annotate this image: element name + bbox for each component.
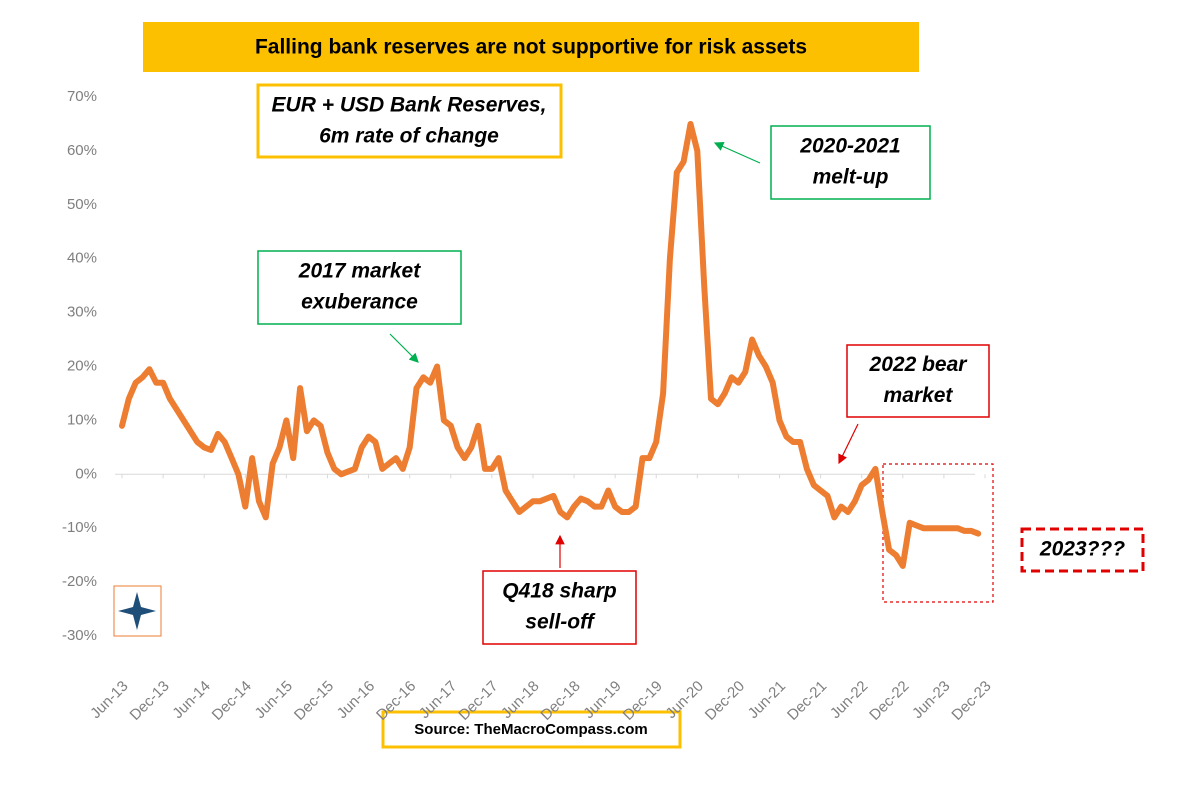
x-tick-label: Jun-21 xyxy=(745,678,789,722)
y-tick-label: 0% xyxy=(75,465,97,482)
y-tick-label: 50% xyxy=(67,196,97,213)
source-box xyxy=(381,710,682,749)
title-box xyxy=(143,22,919,72)
annotation: 2023??? xyxy=(1039,538,1125,561)
annotation-box xyxy=(1020,527,1145,573)
annotation: 2020-2021 xyxy=(799,135,900,158)
arrow xyxy=(389,333,419,363)
subtitle: EUR + USD Bank Reserves, xyxy=(272,94,547,117)
arrow xyxy=(838,423,859,465)
logo xyxy=(113,585,162,637)
x-tick-label: Dec-20 xyxy=(702,678,748,724)
y-tick-label: -10% xyxy=(62,519,97,536)
x-tick-label: Dec-21 xyxy=(784,678,830,724)
chart-title: Falling bank reserves are not supportive… xyxy=(255,36,807,59)
annotation: 2022 bear xyxy=(869,353,969,376)
x-tick-label: Jun-23 xyxy=(909,678,953,722)
x-tick-label: Dec-23 xyxy=(948,678,994,724)
x-tick-label: Dec-14 xyxy=(209,678,255,724)
annotation: melt-up xyxy=(813,166,889,189)
subtitle-box xyxy=(256,83,563,159)
y-tick-label: 20% xyxy=(67,357,97,374)
x-tick-label: Dec-22 xyxy=(866,678,912,724)
annotation: sell-off xyxy=(525,611,595,634)
y-tick-label: 60% xyxy=(67,142,97,159)
x-tick-label: Jun-14 xyxy=(169,678,213,722)
y-tick-label: 30% xyxy=(67,304,97,321)
annotation-box xyxy=(482,570,637,645)
y-tick-label: 70% xyxy=(67,88,97,105)
line xyxy=(119,121,982,569)
x-tick-label: Jun-13 xyxy=(87,678,131,722)
annotation-box xyxy=(257,250,462,325)
annotation: exuberance xyxy=(301,291,418,314)
x-tick-label: Dec-13 xyxy=(127,678,173,724)
x-tick-label: Jun-20 xyxy=(663,678,707,722)
annotation: 2017 market xyxy=(298,260,421,283)
x-tick-label: Jun-15 xyxy=(252,678,296,722)
source: Source: TheMacroCompass.com xyxy=(414,721,647,738)
annotation-box xyxy=(770,125,931,200)
x-tick-label: Jun-22 xyxy=(827,678,871,722)
annotation-box xyxy=(846,344,990,418)
subtitle: 6m rate of change xyxy=(319,125,499,148)
arrow xyxy=(713,142,761,164)
y-tick-label: -30% xyxy=(62,627,97,644)
y-tick-label: 10% xyxy=(67,411,97,428)
annotation: Q418 sharp xyxy=(502,580,617,603)
y-tick-label: -20% xyxy=(62,573,97,590)
x-tick-label: Jun-16 xyxy=(334,678,378,722)
x-tick-label: Dec-15 xyxy=(291,678,337,724)
y-tick-label: 40% xyxy=(67,250,97,267)
highlight-box xyxy=(882,463,994,603)
annotation: market xyxy=(884,384,954,407)
